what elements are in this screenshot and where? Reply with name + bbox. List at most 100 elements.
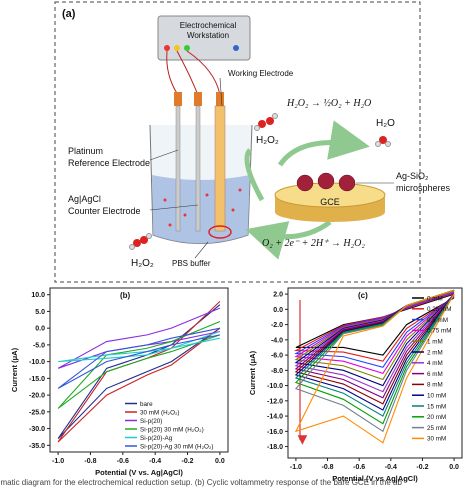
legend-label: 10 mM [427,393,446,400]
legend-label: 30 mM [427,436,446,443]
port [184,45,190,51]
legend-label: 0.25 mM [427,306,452,313]
y-tick-label: -14.0 [267,414,283,421]
workstation-label: Electrochemical [180,21,237,30]
panel-label: (a) [62,8,76,20]
caption: ematic diagram for the electrochemical r… [0,478,403,487]
pointer [149,204,199,211]
gce-label: GCE [320,197,340,207]
pbs-label: PBS buffer [172,259,211,268]
reference-rod [175,105,181,232]
y-tick-label: 5.0 [35,309,45,316]
x-tick-label: -0.8 [84,458,96,465]
arrow [244,148,265,202]
legend-label: 15 mM [427,403,446,410]
h2o2-label: H₂O₂ [131,258,154,269]
cv-curve [58,330,221,363]
connector [194,92,202,106]
workstation-box [157,15,251,61]
plot-frame [287,287,463,459]
working-electrode-label: Working Electrode [228,69,294,78]
buffer-liquid [152,175,250,244]
port [164,45,170,51]
y-tick-label: -8.0 [271,368,283,375]
x-tick-label: -0.6 [117,458,129,465]
panel-a: (a) Electrochemical Workstation Working … [54,1,451,283]
decomposition-equation: H₂O₂ → ½O₂ + H₂O [286,98,371,109]
y-tick-label: -25.0 [29,409,45,416]
y-tick-label: -15.0 [29,376,45,383]
legend-label: 30 mM (H₂O₂) [140,409,180,416]
arrow [277,120,370,167]
legend-label: 0.75 mM [427,328,452,335]
legend-label: Si-p(20) [140,418,162,425]
counter-electrode-label: Ag|AgCl [68,194,101,204]
y-tick-label: 10.0 [31,292,45,299]
y-tick-label: -30.0 [29,426,45,433]
microspheres-label: Ag-SiO₂ [396,171,429,181]
working-rod [214,105,226,232]
x-tick-label: -0.4 [149,458,161,465]
legend-label: Si-p(20) 30 mM (H₂O₂) [140,426,204,433]
x-tick-label: -1.0 [290,464,302,471]
x-tick-label: -0.8 [322,464,334,471]
legend-label: 4 mM [427,360,443,367]
port [174,45,180,51]
y-tick-label: -10.0 [267,383,283,390]
cv-curve [57,300,221,443]
bubbles [163,188,242,227]
x-tick-label: -0.6 [353,464,365,471]
legend-label: 0 mM [427,295,443,302]
y-tick-label: -20.0 [29,393,45,400]
connector [174,92,182,106]
y-axis-label: Current (μA) [10,347,19,392]
x-tick-label: -0.2 [416,464,428,471]
counter-rod [195,105,201,232]
y-tick-label: -18.0 [267,444,283,451]
molecule [129,233,152,250]
y-tick-label: -35.0 [29,443,45,450]
x-axis-label: Potential (V vs Ag|AgCl) [332,474,418,483]
x-tick-label: 0.0 [215,458,225,465]
cv-curve [57,307,221,369]
reference-electrode-label: Reference Electrode [68,158,150,168]
pointer [149,149,179,161]
y-tick-label: -5.0 [33,342,45,349]
pointer [194,241,209,259]
panel-label: (b) [120,291,131,300]
microspheres [296,172,356,192]
counter-electrode-label: Counter Electrode [68,206,141,216]
cv-curve [57,320,221,409]
y-tick-label: -16.0 [267,429,283,436]
legend-label: Si-p(20)-Ag [140,435,173,442]
legend-label: 1 mM [427,339,443,346]
cv-curve [57,304,221,439]
y-tick-label: -4.0 [271,337,283,344]
cv-curve [294,289,455,444]
y-tick-label: 0.0 [35,326,45,333]
legend-label: 2 mM [427,349,443,356]
y-tick-label: 0.0 [273,307,283,314]
wire [166,50,221,96]
cv-curve [57,327,221,389]
x-tick-label: -0.4 [385,464,397,471]
y-tick-label: -10.0 [29,359,45,366]
molecule [254,113,278,131]
microspheres-label: microspheres [396,183,451,193]
x-axis-label: Potential (V vs. Ag|AgCl) [95,468,183,477]
port [233,45,239,51]
legend-label: 25 mM [427,425,446,432]
y-tick-label: -12.0 [267,398,283,405]
panel-border [54,1,421,283]
molecule [375,136,391,147]
reference-electrode-label: Platinum [68,146,103,156]
x-tick-label: -0.2 [182,458,194,465]
reduction-equation: O₂ + 2e⁻ + 2H⁺ → H₂O₂ [262,238,365,249]
legend-label: bare [140,401,153,408]
legend-label: 6 mM [427,371,443,378]
y-tick-label: -6.0 [271,353,283,360]
water-label: H₂O [376,118,395,129]
arrow [245,219,332,260]
pointer [219,77,223,107]
